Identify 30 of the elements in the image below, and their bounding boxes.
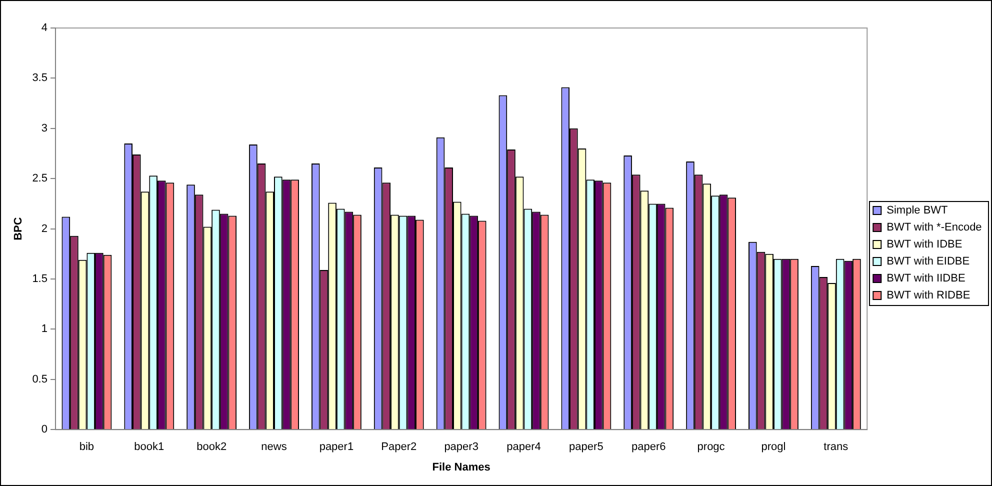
x-tick-label: bib <box>79 441 94 454</box>
y-axis-title: BPC <box>12 217 25 240</box>
legend-label: BWT with IDBE <box>886 238 962 251</box>
x-tick-label: book1 <box>134 441 164 454</box>
x-axis-title: File Names <box>432 461 490 474</box>
x-tick-label: progc <box>697 441 726 454</box>
legend-label: BWT with RIDBE <box>886 290 970 302</box>
y-tick-label: 2 <box>41 222 48 235</box>
y-tick-label: 3.5 <box>32 72 48 84</box>
x-tick-label: paper5 <box>569 441 604 454</box>
x-tick-label: news <box>261 441 288 454</box>
x-tick-label: trans <box>824 441 849 454</box>
y-tick-label: 0 <box>41 424 48 436</box>
x-tick-label: paper4 <box>506 441 541 454</box>
x-tick-label: paper1 <box>319 441 354 454</box>
x-tick-label: book2 <box>196 441 227 454</box>
x-tick-label: progl <box>761 441 786 454</box>
y-tick-label: 2.5 <box>32 172 48 185</box>
y-tick-label: 3 <box>41 122 48 134</box>
legend-label: BWT with IIDBE <box>886 272 966 285</box>
x-tick-label: paper3 <box>444 441 478 454</box>
x-tick-label: Paper2 <box>381 441 417 454</box>
legend-label: BWT with *-Encode <box>886 222 982 234</box>
y-tick-label: 4 <box>41 22 48 34</box>
y-tick-label: 0.5 <box>32 373 48 386</box>
legend-label: Simple BWT <box>886 204 948 217</box>
y-tick-label: 1.5 <box>32 273 48 286</box>
y-tick-label: 1 <box>41 323 48 336</box>
legend-label: BWT with EIDBE <box>886 256 970 268</box>
x-tick-label: paper6 <box>631 441 666 454</box>
